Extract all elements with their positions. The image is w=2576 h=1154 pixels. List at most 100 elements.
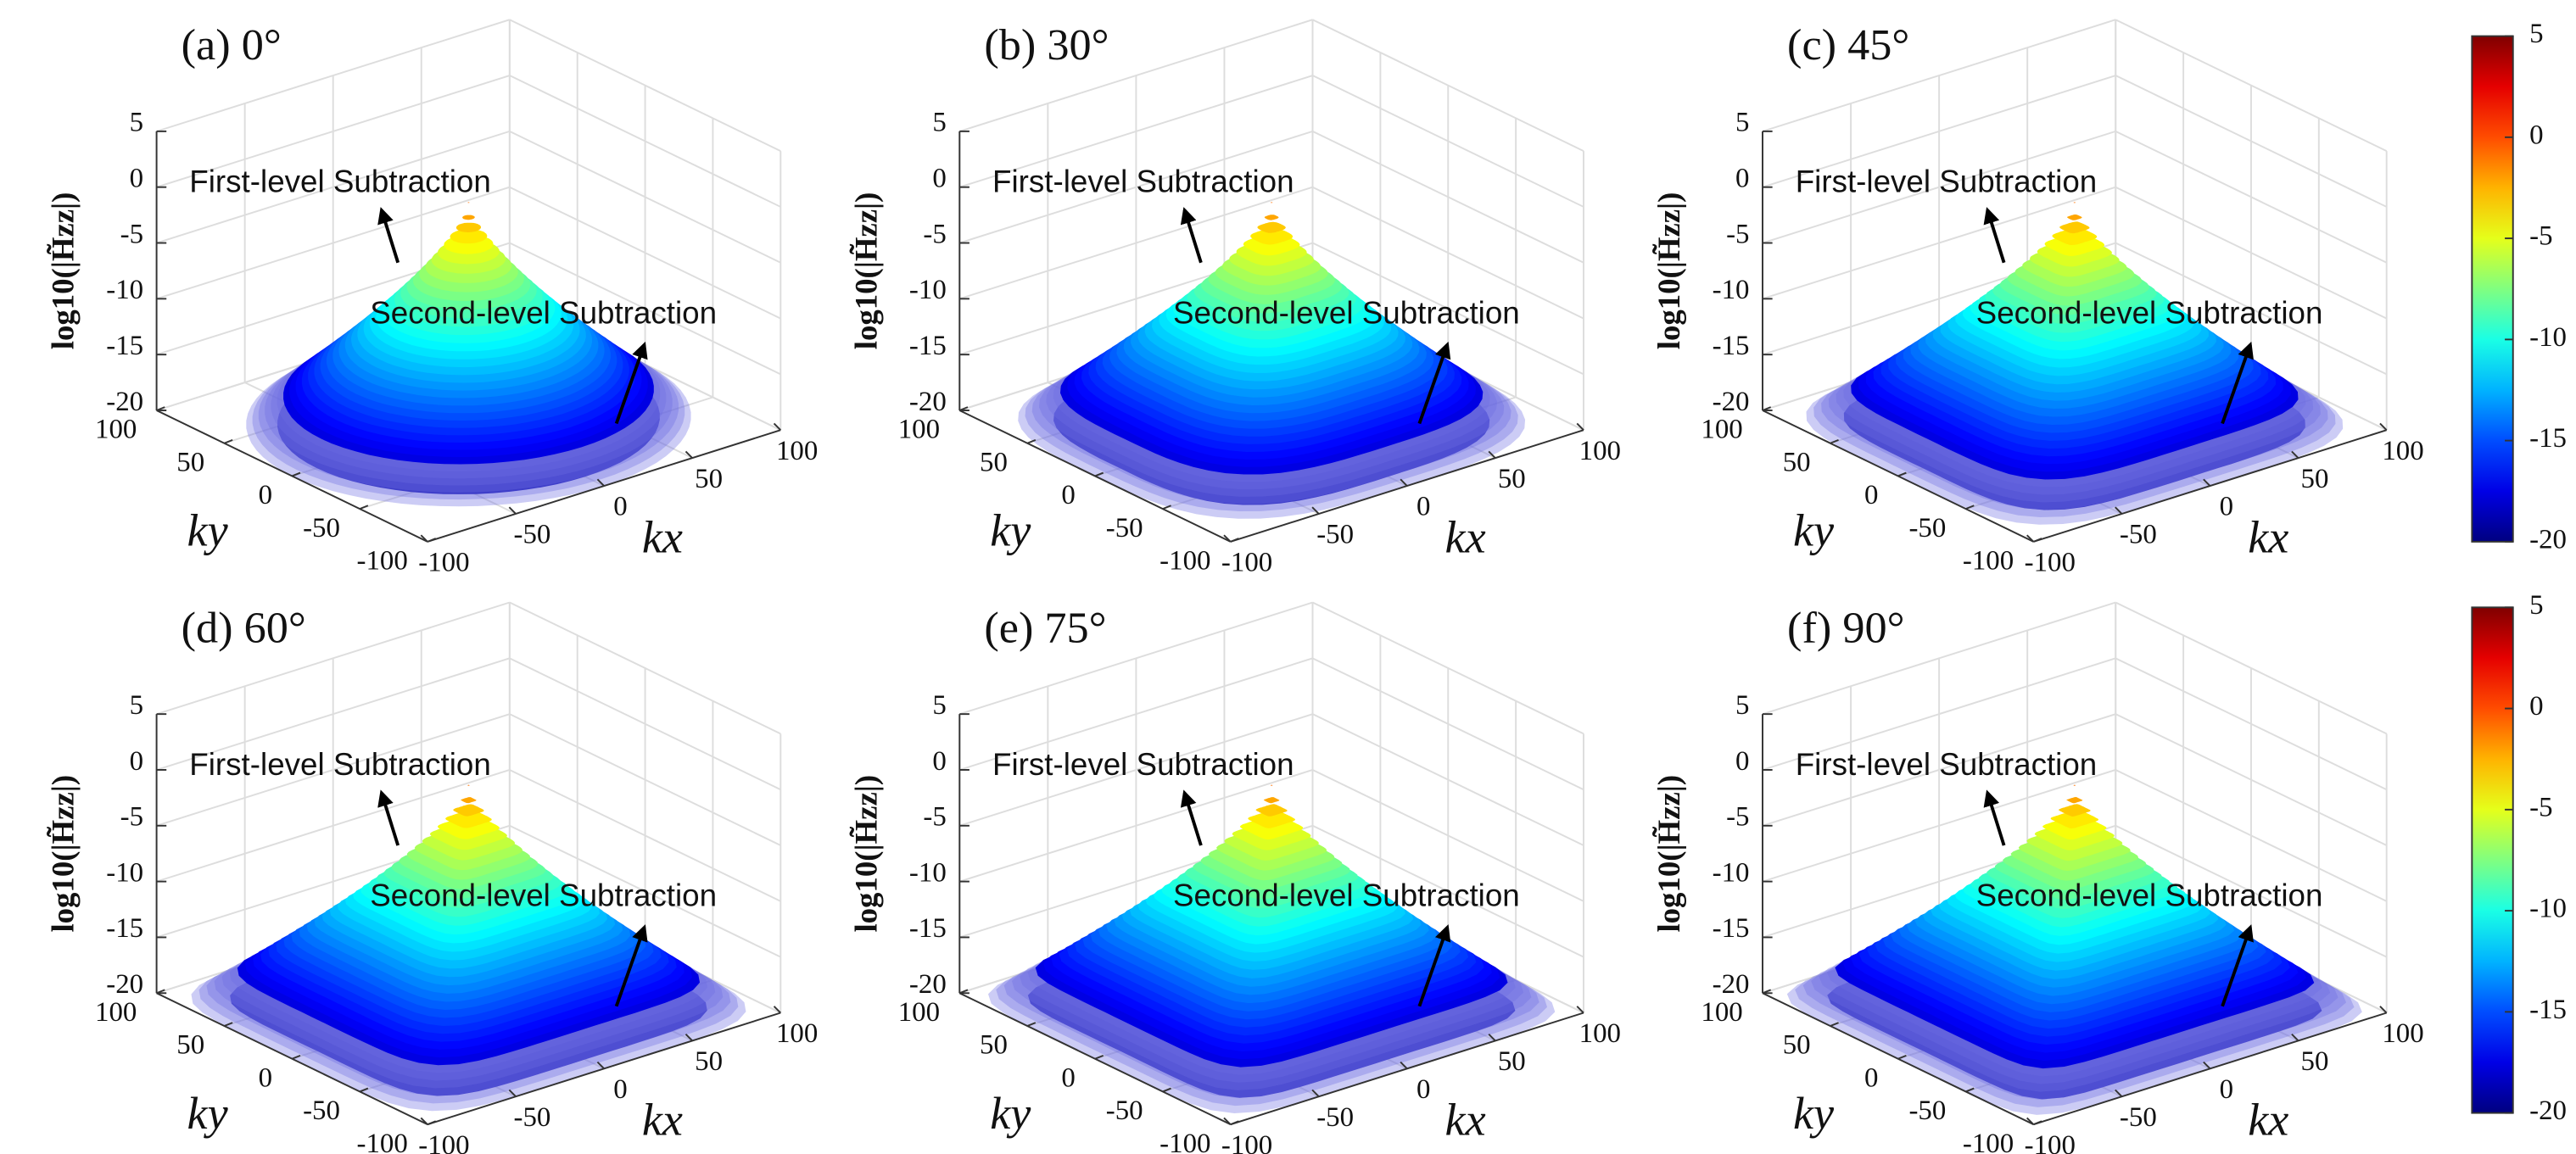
x-tick-label: 50 xyxy=(695,1046,723,1077)
surface-band xyxy=(2067,215,2082,220)
y-tick-label: 50 xyxy=(1783,447,1811,477)
y-tick-label: 50 xyxy=(980,447,1008,477)
annotation-arrow xyxy=(614,924,648,1007)
y-tick-label: -50 xyxy=(303,513,340,544)
tick-mark xyxy=(1897,471,1907,477)
surface-band xyxy=(2073,784,2076,786)
x-tick-label: 0 xyxy=(1417,1074,1430,1105)
tick-mark xyxy=(1230,1120,1239,1126)
grid-line xyxy=(1312,657,1584,791)
y-axis-label: ky xyxy=(990,505,1031,556)
panel: -20-15-10-505-100-50050100-100-50050100(… xyxy=(46,19,818,578)
colorbar-tick-label: -5 xyxy=(2529,221,2552,252)
surface-band xyxy=(450,229,488,244)
grid-line xyxy=(156,769,511,883)
grid-line xyxy=(1762,713,2116,827)
y-tick-label: 0 xyxy=(1061,1062,1075,1093)
colorbar-tick-label: -10 xyxy=(2529,322,2567,353)
annotation: First-level Subtraction xyxy=(189,747,491,782)
y-tick-label: 100 xyxy=(898,997,940,1028)
tick-mark xyxy=(596,1061,605,1070)
grid-line xyxy=(509,769,781,902)
colorbar xyxy=(2471,35,2514,543)
surface-band xyxy=(453,804,484,817)
tick-mark xyxy=(1576,1006,1584,1014)
z-tick-label: 5 xyxy=(130,108,143,138)
y-tick-label: -100 xyxy=(356,1129,407,1154)
surface-band xyxy=(2059,804,2091,817)
z-axis-label: log10(|H̃zz|) xyxy=(848,775,883,933)
z-tick-label: -5 xyxy=(120,802,143,833)
y-tick-label: 0 xyxy=(259,1062,272,1093)
annotation: First-level Subtraction xyxy=(1796,747,2098,782)
surface-band xyxy=(1257,221,1286,233)
z-tick-label: -5 xyxy=(923,219,946,249)
grid-line xyxy=(959,601,1313,716)
tick-mark xyxy=(1897,1054,1907,1060)
panel-title: (f) 90° xyxy=(1787,603,1904,652)
y-axis-label: ky xyxy=(990,1088,1031,1139)
tick-mark xyxy=(1026,438,1037,444)
grid-line xyxy=(2115,131,2388,264)
z-axis-label: log10(|H̃zz|) xyxy=(46,192,81,350)
z-tick-label: -10 xyxy=(106,857,143,888)
tick-mark xyxy=(420,1117,428,1125)
grid-line xyxy=(156,186,511,300)
y-tick-label: 0 xyxy=(1061,480,1075,510)
colorbar-tick-label: -15 xyxy=(2529,423,2567,454)
grid-line xyxy=(2115,75,2388,208)
y-tick-label: -50 xyxy=(1106,1095,1143,1126)
surface-band xyxy=(2050,810,2099,829)
x-tick-label: -50 xyxy=(2120,1102,2157,1133)
surface-band xyxy=(461,797,477,804)
grid-line xyxy=(509,824,781,958)
tick-mark xyxy=(1762,406,1772,411)
annotation-arrow xyxy=(1417,341,1451,425)
colorbar-tick-label: 0 xyxy=(2529,120,2543,150)
annotation: First-level Subtraction xyxy=(189,164,491,199)
tick-mark xyxy=(2026,1117,2035,1125)
tick-mark xyxy=(2026,534,2035,543)
grid-line xyxy=(509,75,781,208)
x-tick-label: 100 xyxy=(776,436,818,466)
tick-mark xyxy=(2115,1089,2123,1097)
surface-band xyxy=(1248,810,1296,828)
tick-mark xyxy=(2203,478,2211,487)
z-tick-label: -15 xyxy=(106,331,143,361)
tick-mark xyxy=(427,1120,437,1126)
y-tick-label: 100 xyxy=(1701,997,1742,1028)
grid-line xyxy=(2115,657,2388,791)
y-tick-label: -100 xyxy=(1963,1129,2014,1154)
x-axis-label: kx xyxy=(2248,1095,2288,1146)
x-tick-label: -100 xyxy=(2025,548,2076,578)
grid-line xyxy=(509,186,781,320)
tick-mark xyxy=(1762,989,1772,995)
x-tick-label: -50 xyxy=(2120,520,2157,550)
tick-mark xyxy=(508,1089,517,1097)
grid-line xyxy=(1312,75,1584,208)
z-tick-label: 0 xyxy=(1735,164,1749,194)
x-tick-label: 50 xyxy=(1498,1046,1526,1077)
z-tick-label: 5 xyxy=(1735,690,1749,721)
grid-line xyxy=(959,713,1313,827)
y-axis-label: ky xyxy=(1793,1088,1835,1139)
panel-title: (b) 30° xyxy=(984,20,1109,70)
panel: -20-15-10-505-100-50050100-100-50050100(… xyxy=(46,601,818,1154)
grid-line xyxy=(959,186,1313,300)
grid-line xyxy=(1312,19,1584,152)
colorbar-tick-label: -20 xyxy=(2529,1095,2567,1126)
tick-mark xyxy=(2033,1120,2042,1126)
z-axis-label: log10(|H̃zz|) xyxy=(1651,192,1686,350)
z-tick-label: -10 xyxy=(909,857,947,888)
grid-line xyxy=(959,19,1313,132)
y-tick-label: -100 xyxy=(1159,546,1210,577)
annotation: First-level Subtraction xyxy=(992,747,1294,782)
tick-mark xyxy=(2379,422,2388,431)
colorbar-tick-label: -5 xyxy=(2529,792,2552,822)
tick-mark xyxy=(291,1054,301,1060)
z-tick-label: -5 xyxy=(120,219,143,249)
annotation: First-level Subtraction xyxy=(992,164,1294,199)
z-tick-label: -15 xyxy=(106,913,143,944)
y-tick-label: 100 xyxy=(1701,415,1742,445)
